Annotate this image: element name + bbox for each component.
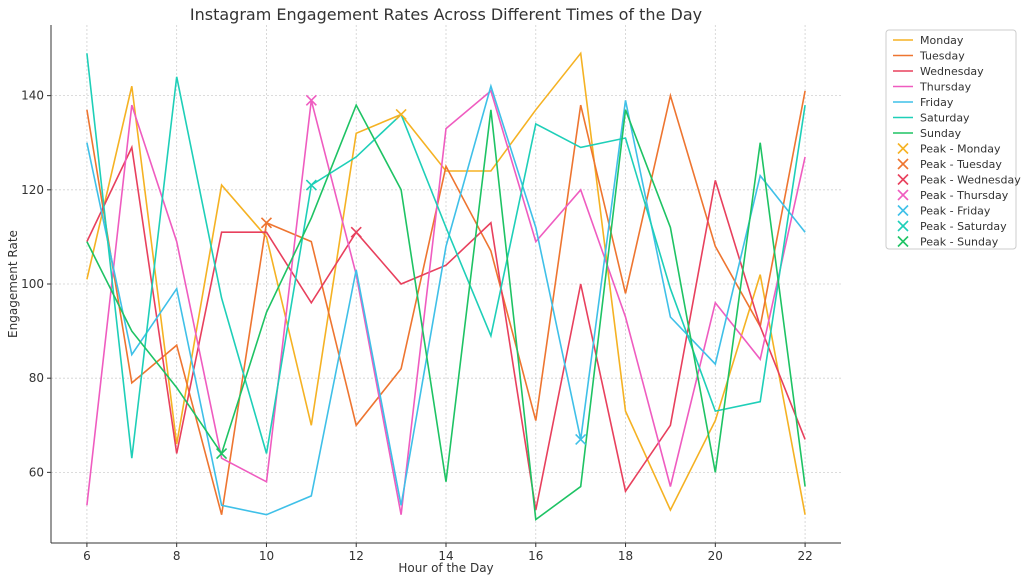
marker-stroke xyxy=(305,94,317,106)
peak-marker-monday xyxy=(395,108,407,121)
series-line-monday xyxy=(86,51,806,515)
marker-stroke xyxy=(305,179,317,191)
legend-label: Saturday xyxy=(920,112,970,125)
legend-label: Peak - Wednesday xyxy=(920,174,1021,187)
chart-title: Instagram Engagement Rates Across Differ… xyxy=(190,5,702,24)
x-axis-ticks: 6 8 10 12 14 16 18 20 22 xyxy=(83,543,813,563)
x-tick-label: 18 xyxy=(618,549,633,563)
legend-swatch-x xyxy=(897,173,909,186)
peak-marker-tuesday xyxy=(260,217,273,229)
series-line-wednesday xyxy=(86,144,806,511)
legend-swatch-x xyxy=(897,189,909,201)
series-line-thursday xyxy=(86,89,806,515)
y-axis-label: Engagement Rate xyxy=(6,230,20,338)
x-tick-label: 6 xyxy=(83,549,91,563)
peak-marker-sunday xyxy=(216,447,228,460)
marker-stroke xyxy=(350,226,362,238)
x-tick-label: 12 xyxy=(349,549,364,563)
legend-label: Peak - Saturday xyxy=(920,220,1007,233)
series-line-friday xyxy=(86,83,806,516)
x-tick-label: 22 xyxy=(797,549,812,563)
grid-lines xyxy=(51,25,841,543)
legend-swatch-x xyxy=(897,142,909,155)
legend-swatch-x xyxy=(897,204,909,217)
y-axis-ticks: 60 80 100 120 140 xyxy=(21,89,51,479)
peak-marker-friday xyxy=(575,433,587,445)
x-tick-label: 20 xyxy=(708,549,723,563)
peak-marker-wednesday xyxy=(350,226,362,238)
marker-stroke xyxy=(897,142,909,155)
marker-stroke xyxy=(395,108,407,121)
legend-swatch-x xyxy=(897,158,909,170)
x-axis-label: Hour of the Day xyxy=(398,561,493,575)
x-tick-label: 14 xyxy=(438,549,453,563)
x-tick-label: 8 xyxy=(173,549,181,563)
marker-stroke xyxy=(216,447,228,460)
series-line-tuesday xyxy=(86,90,806,515)
legend-label: Wednesday xyxy=(920,65,984,78)
marker-stroke xyxy=(897,220,909,232)
peak-markers xyxy=(216,94,587,460)
legend-label: Peak - Friday xyxy=(920,205,991,218)
y-tick-label: 100 xyxy=(21,277,44,291)
chart-legend: Monday Tuesday Wednesday Thursday Friday Satu… xyxy=(885,29,1021,250)
legend-label: Friday xyxy=(920,96,954,109)
legend-label: Monday xyxy=(920,34,964,47)
legend-frame xyxy=(885,29,1017,250)
y-tick-label: 80 xyxy=(29,371,44,385)
legend-label: Peak - Monday xyxy=(920,143,1001,156)
marker-stroke xyxy=(897,204,909,217)
marker-stroke xyxy=(897,158,909,170)
legend-swatch-x xyxy=(897,220,909,232)
peak-marker-thursday xyxy=(305,94,317,106)
legend-label: Peak - Thursday xyxy=(920,189,1009,202)
y-tick-label: 60 xyxy=(29,465,44,479)
legend-label: Tuesday xyxy=(919,50,965,63)
y-tick-label: 140 xyxy=(21,89,44,103)
marker-stroke xyxy=(575,433,587,445)
marker-stroke xyxy=(897,235,909,248)
series-layer xyxy=(86,51,806,521)
marker-stroke xyxy=(260,217,273,229)
series-line-sunday xyxy=(86,103,806,521)
x-tick-label: 16 xyxy=(528,549,543,563)
legend-label: Peak - Tuesday xyxy=(920,158,1002,171)
legend-label: Sunday xyxy=(920,127,962,140)
legend-swatch-x xyxy=(897,235,909,248)
y-tick-label: 120 xyxy=(21,183,44,197)
series-line-saturday xyxy=(86,53,806,459)
marker-stroke xyxy=(897,173,909,186)
x-tick-label: 10 xyxy=(259,549,274,563)
peak-marker-saturday xyxy=(305,179,317,191)
marker-stroke xyxy=(897,189,909,201)
legend-label: Peak - Sunday xyxy=(920,236,999,249)
legend-label: Thursday xyxy=(919,81,972,94)
